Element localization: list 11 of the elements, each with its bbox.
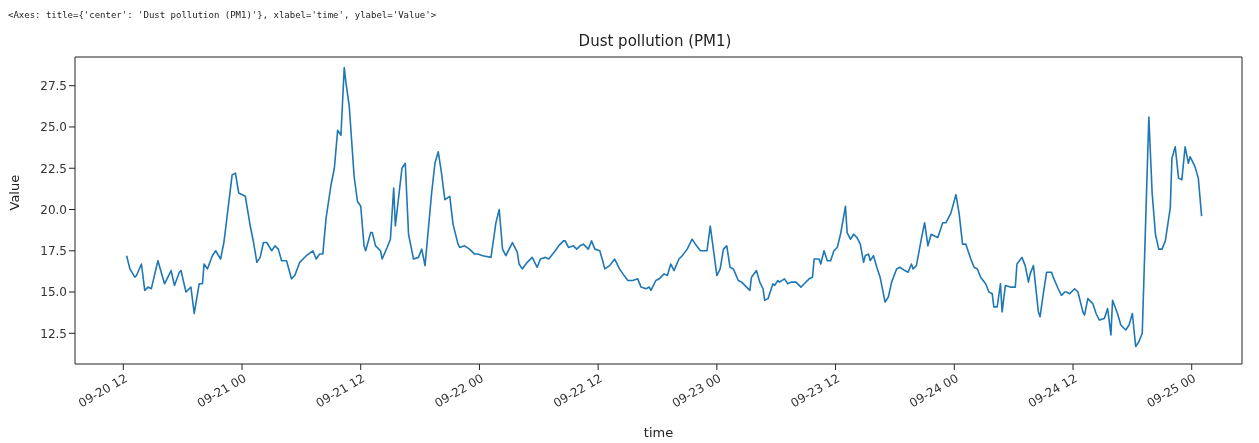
y-tick-label: 27.5 [40, 78, 67, 93]
y-tick-label: 22.5 [40, 161, 67, 176]
y-axis-title: Value [6, 174, 22, 211]
y-tick-label: 25.0 [40, 120, 67, 135]
text: <Axes: title={'center': 'Dust pollution (PM1)'}, xlabel='time', ylabel='Value'> [8, 9, 438, 22]
chart-title: Dust pollution (PM1) [577, 31, 733, 52]
y-tick-label: 20.0 [40, 202, 67, 217]
y-tick-label: 15.0 [40, 285, 67, 300]
y-tick-label: 12.5 [40, 326, 67, 341]
y-tick-label: 17.5 [40, 244, 67, 259]
x-axis-title: time [643, 425, 674, 440]
